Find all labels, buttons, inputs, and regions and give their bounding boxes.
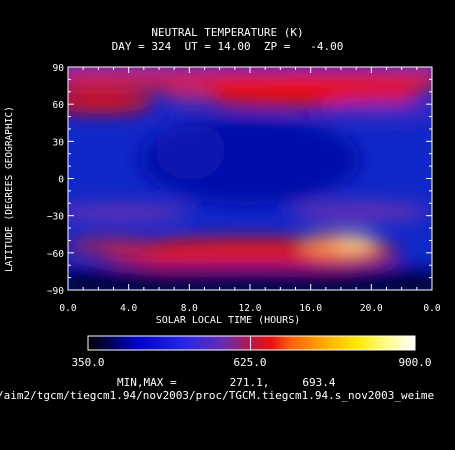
x-axis-label: SOLAR LOCAL TIME (HOURS) — [155, 315, 301, 326]
colorbar-tick-label: 900.0 — [398, 356, 431, 369]
y-tick-label: 30 — [53, 137, 65, 148]
colorbar-tick-label: 350.0 — [71, 356, 104, 369]
colorbar — [87, 335, 416, 351]
x-tick-label: 4.0 — [120, 303, 137, 314]
x-tick-label: 12.0 — [239, 303, 262, 314]
y-tick-label: 0 — [58, 175, 64, 186]
x-tick-label: 0.0 — [59, 303, 76, 314]
min-max-label: MIN,MAX = 271.1, 693.4 — [117, 376, 336, 389]
chart-title: NEUTRAL TEMPERATURE (K) — [151, 26, 304, 39]
y-tick-label: −60 — [47, 249, 64, 260]
y-axis: 90 60 30 0 −30 −60 −90 — [47, 63, 432, 297]
colorbar-labels: 350.0 625.0 900.0 — [71, 356, 431, 369]
x-tick-label: 0.0 — [423, 303, 440, 314]
x-tick-label: 16.0 — [299, 303, 322, 314]
x-tick-label: 8.0 — [181, 303, 198, 314]
y-tick-label: −30 — [47, 212, 64, 223]
file-path-label: /aim2/tgcm/tiegcm1.94/nov2003/proc/TGCM.… — [0, 389, 435, 402]
x-tick-label: 20.0 — [360, 303, 383, 314]
colorbar-tick-label: 625.0 — [233, 356, 266, 369]
chart-subtitle: DAY = 324 UT = 14.00 ZP = -4.00 — [111, 40, 344, 53]
temperature-heatmap — [68, 67, 432, 290]
x-axis: 0.0 4.0 8.0 12.0 16.0 20.0 0.0 — [59, 67, 441, 314]
y-tick-label: 90 — [53, 63, 65, 74]
y-tick-label: 60 — [53, 100, 65, 111]
y-tick-label: −90 — [47, 286, 64, 297]
